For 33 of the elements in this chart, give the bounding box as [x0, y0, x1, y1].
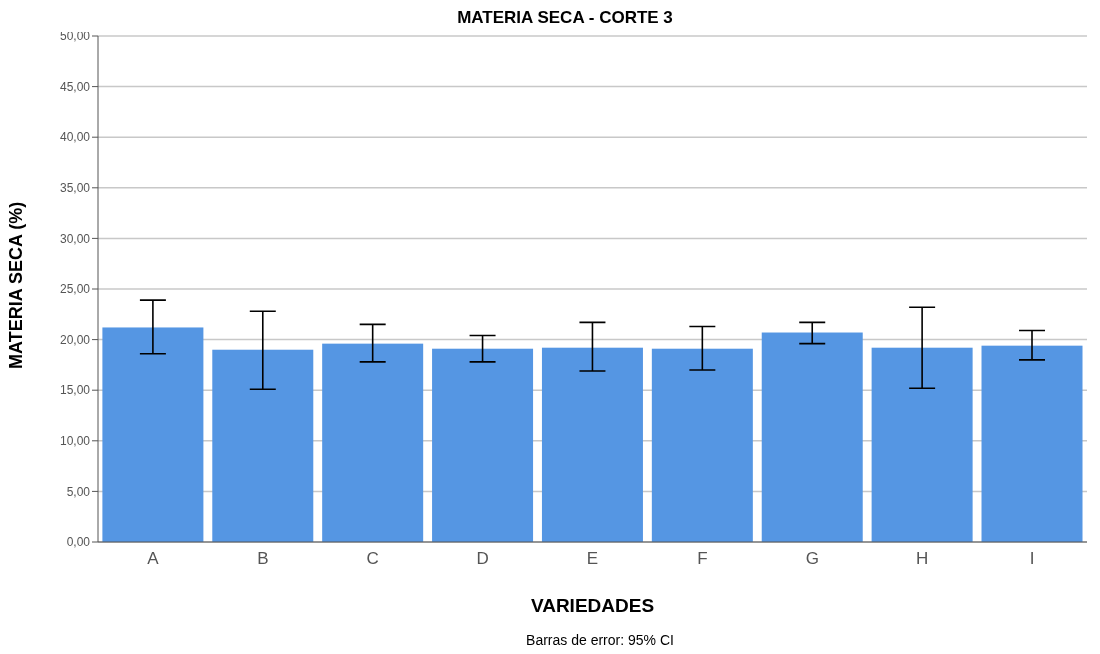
x-tick-label: D [476, 549, 489, 569]
x-tick-label: C [366, 549, 379, 569]
y-tick-label: 20,00 [59, 332, 91, 347]
y-tick-label: 35,00 [59, 181, 91, 196]
bar [212, 349, 314, 542]
y-tick-label: 45,00 [59, 79, 91, 94]
y-tick-label: 50,00 [59, 29, 91, 44]
text: Barras de error: 95% CI [525, 632, 675, 648]
x-tick-label: I [1029, 549, 1035, 569]
y-tick-label: 5,00 [66, 484, 91, 499]
y-tick-label: 40,00 [59, 130, 91, 145]
bar [102, 327, 204, 542]
x-tick-label: A [147, 549, 160, 569]
x-tick-label: E [586, 549, 599, 569]
y-tick-label: 0,00 [66, 535, 91, 550]
y-axis-title: MATERIA SECA (%) [6, 201, 27, 369]
x-tick-label: G [805, 549, 819, 569]
bar [761, 332, 863, 542]
x-axis-title: VARIEDADES [530, 595, 655, 616]
y-tick-label: 25,00 [59, 282, 91, 297]
bar [322, 343, 424, 542]
bar [981, 345, 1083, 542]
y-tick-label: 10,00 [59, 434, 91, 449]
x-tick-label: F [697, 549, 708, 569]
bar [871, 347, 973, 542]
bar [432, 348, 534, 542]
x-tick-label: B [257, 549, 269, 569]
bar [541, 347, 643, 542]
bar [651, 348, 753, 542]
x-tick-label: H [916, 549, 929, 569]
y-tick-label: 30,00 [59, 231, 91, 246]
chart-title: MATERIA SECA - CORTE 3 [457, 8, 673, 27]
y-tick-label: 15,00 [59, 383, 91, 398]
